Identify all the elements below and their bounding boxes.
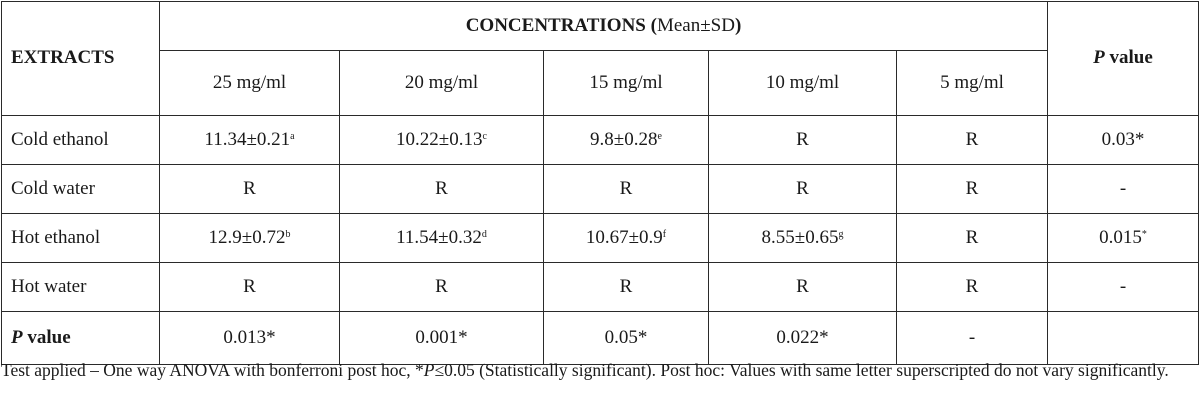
concentrations-header-sub: Mean±SD (656, 14, 735, 36)
concentrations-header-close: ) (734, 14, 742, 36)
cell-superscript: a (290, 130, 295, 142)
table-cell: 10.22±0.13c (339, 115, 544, 165)
cell-value: 12.9±0.72 (208, 226, 286, 248)
table-cell: 9.8±0.28e (543, 115, 709, 165)
table-cell: 12.9±0.72b (159, 213, 340, 263)
table-cell: 0.022* (708, 311, 897, 365)
table-cell: R (896, 213, 1048, 263)
table-cell: R (896, 164, 1048, 214)
cell-superscript: g (838, 228, 844, 240)
table-cell: - (896, 311, 1048, 365)
cell-value: R (435, 177, 448, 199)
cell-value: 9.8±0.28 (590, 128, 658, 150)
table-cell: R (708, 262, 897, 312)
column-header: 5 mg/ml (896, 50, 1048, 116)
header-row-2: 25 mg/ml 20 mg/ml 15 mg/ml 10 mg/ml 5 mg… (2, 50, 1199, 116)
cell-superscript: f (662, 228, 667, 240)
concentrations-header: CONCENTRATIONS (Mean±SD) (159, 1, 1048, 51)
table-cell: 0.001* (339, 311, 544, 365)
cell-value: R (796, 275, 809, 297)
cell-value: 10.22±0.13 (396, 128, 483, 150)
row-label: P value (1, 311, 160, 365)
cell-value: R (435, 275, 448, 297)
cell-value: R (965, 177, 979, 199)
cell-superscript: e (657, 130, 662, 142)
pvalue-cell: 0.03* (1047, 115, 1199, 165)
extracts-header-text: EXTRACTS (11, 47, 115, 69)
table-row: Cold ethanol 11.34±0.21a 10.22±0.13c 9.8… (1, 115, 1199, 165)
table-row: Hot ethanol 12.9±0.72b 11.54±0.32d 10.67… (1, 213, 1199, 263)
table-footnote: Test applied – One way ANOVA with bonfer… (1, 360, 1198, 381)
row-label: Cold ethanol (1, 115, 160, 165)
cell-value: R (965, 128, 979, 150)
extracts-header: EXTRACTS (1, 1, 160, 116)
results-table: EXTRACTS CONCENTRATIONS (Mean±SD) P valu… (1, 1, 1199, 365)
pvalue-cell: 0.015* (1047, 213, 1199, 263)
cell-value: R (619, 177, 633, 199)
cell-value: R (965, 275, 979, 297)
footnote-p: P (423, 360, 435, 380)
column-header: 25 mg/ml (159, 50, 340, 116)
table-cell: R (896, 115, 1048, 165)
cell-value: - (1119, 275, 1127, 297)
cell-superscript: * (1141, 228, 1147, 240)
cell-value: R (796, 177, 809, 199)
table-cell: 0.013* (159, 311, 340, 365)
table-cell: R (708, 164, 897, 214)
pvalue-header-p: P (1093, 47, 1105, 69)
pvalue-cell: - (1047, 262, 1199, 312)
row-label: Hot ethanol (1, 213, 160, 263)
row-label: Hot water (1, 262, 160, 312)
table-row: Cold water R R R R R - (1, 164, 1199, 214)
pvalue-cell: - (1047, 164, 1199, 214)
cell-value: 0.03* (1101, 128, 1145, 150)
table-cell: 0.05* (543, 311, 709, 365)
cell-superscript: d (481, 228, 487, 240)
cell-superscript: b (285, 228, 291, 240)
cell-value: R (243, 177, 256, 199)
pvalue-row-label-p: P (11, 326, 23, 348)
cell-value: R (619, 275, 633, 297)
cell-value: R (796, 128, 809, 150)
table-cell: R (896, 262, 1048, 312)
pvalue-row-label-text: value (22, 326, 71, 348)
table-cell: R (339, 262, 544, 312)
pvalue-cell (1047, 311, 1199, 365)
cell-value: 11.54±0.32 (396, 226, 482, 248)
cell-value: 8.55±0.65 (761, 226, 839, 248)
table-cell: 11.34±0.21a (159, 115, 340, 165)
table-cell: 8.55±0.65g (708, 213, 897, 263)
table-cell: R (159, 164, 340, 214)
footnote-text-2: ≤0.05 (Statistically significant). Post … (434, 360, 1169, 380)
table-cell: R (708, 115, 897, 165)
cell-value: 11.34±0.21 (204, 128, 291, 150)
header-row-1: EXTRACTS CONCENTRATIONS (Mean±SD) P valu… (1, 1, 1199, 116)
row-label: Cold water (1, 164, 160, 214)
footnote-text: Test applied – One way ANOVA with bonfer… (1, 360, 424, 380)
column-header: 10 mg/ml (708, 50, 897, 116)
cell-value: 10.67±0.9 (585, 226, 663, 248)
pvalue-row: P value 0.013* 0.001* 0.05* 0.022* - (1, 311, 1199, 365)
table-cell: R (543, 164, 709, 214)
pvalue-header: P value (1047, 1, 1199, 116)
concentrations-header-text: CONCENTRATIONS ( (465, 14, 657, 36)
cell-value: R (965, 226, 979, 248)
table-cell: R (339, 164, 544, 214)
table-cell: R (543, 262, 709, 312)
cell-value: R (243, 275, 256, 297)
column-header: 15 mg/ml (543, 50, 709, 116)
table-cell: R (159, 262, 340, 312)
pvalue-header-text: value (1104, 47, 1153, 69)
cell-superscript: c (482, 130, 487, 142)
table-cell: 11.54±0.32d (339, 213, 544, 263)
cell-value: - (1119, 177, 1127, 199)
cell-value: 0.015 (1099, 226, 1142, 248)
table-cell: 10.67±0.9f (543, 213, 709, 263)
table-row: Hot water R R R R R - (1, 262, 1199, 312)
column-header: 20 mg/ml (339, 50, 544, 116)
